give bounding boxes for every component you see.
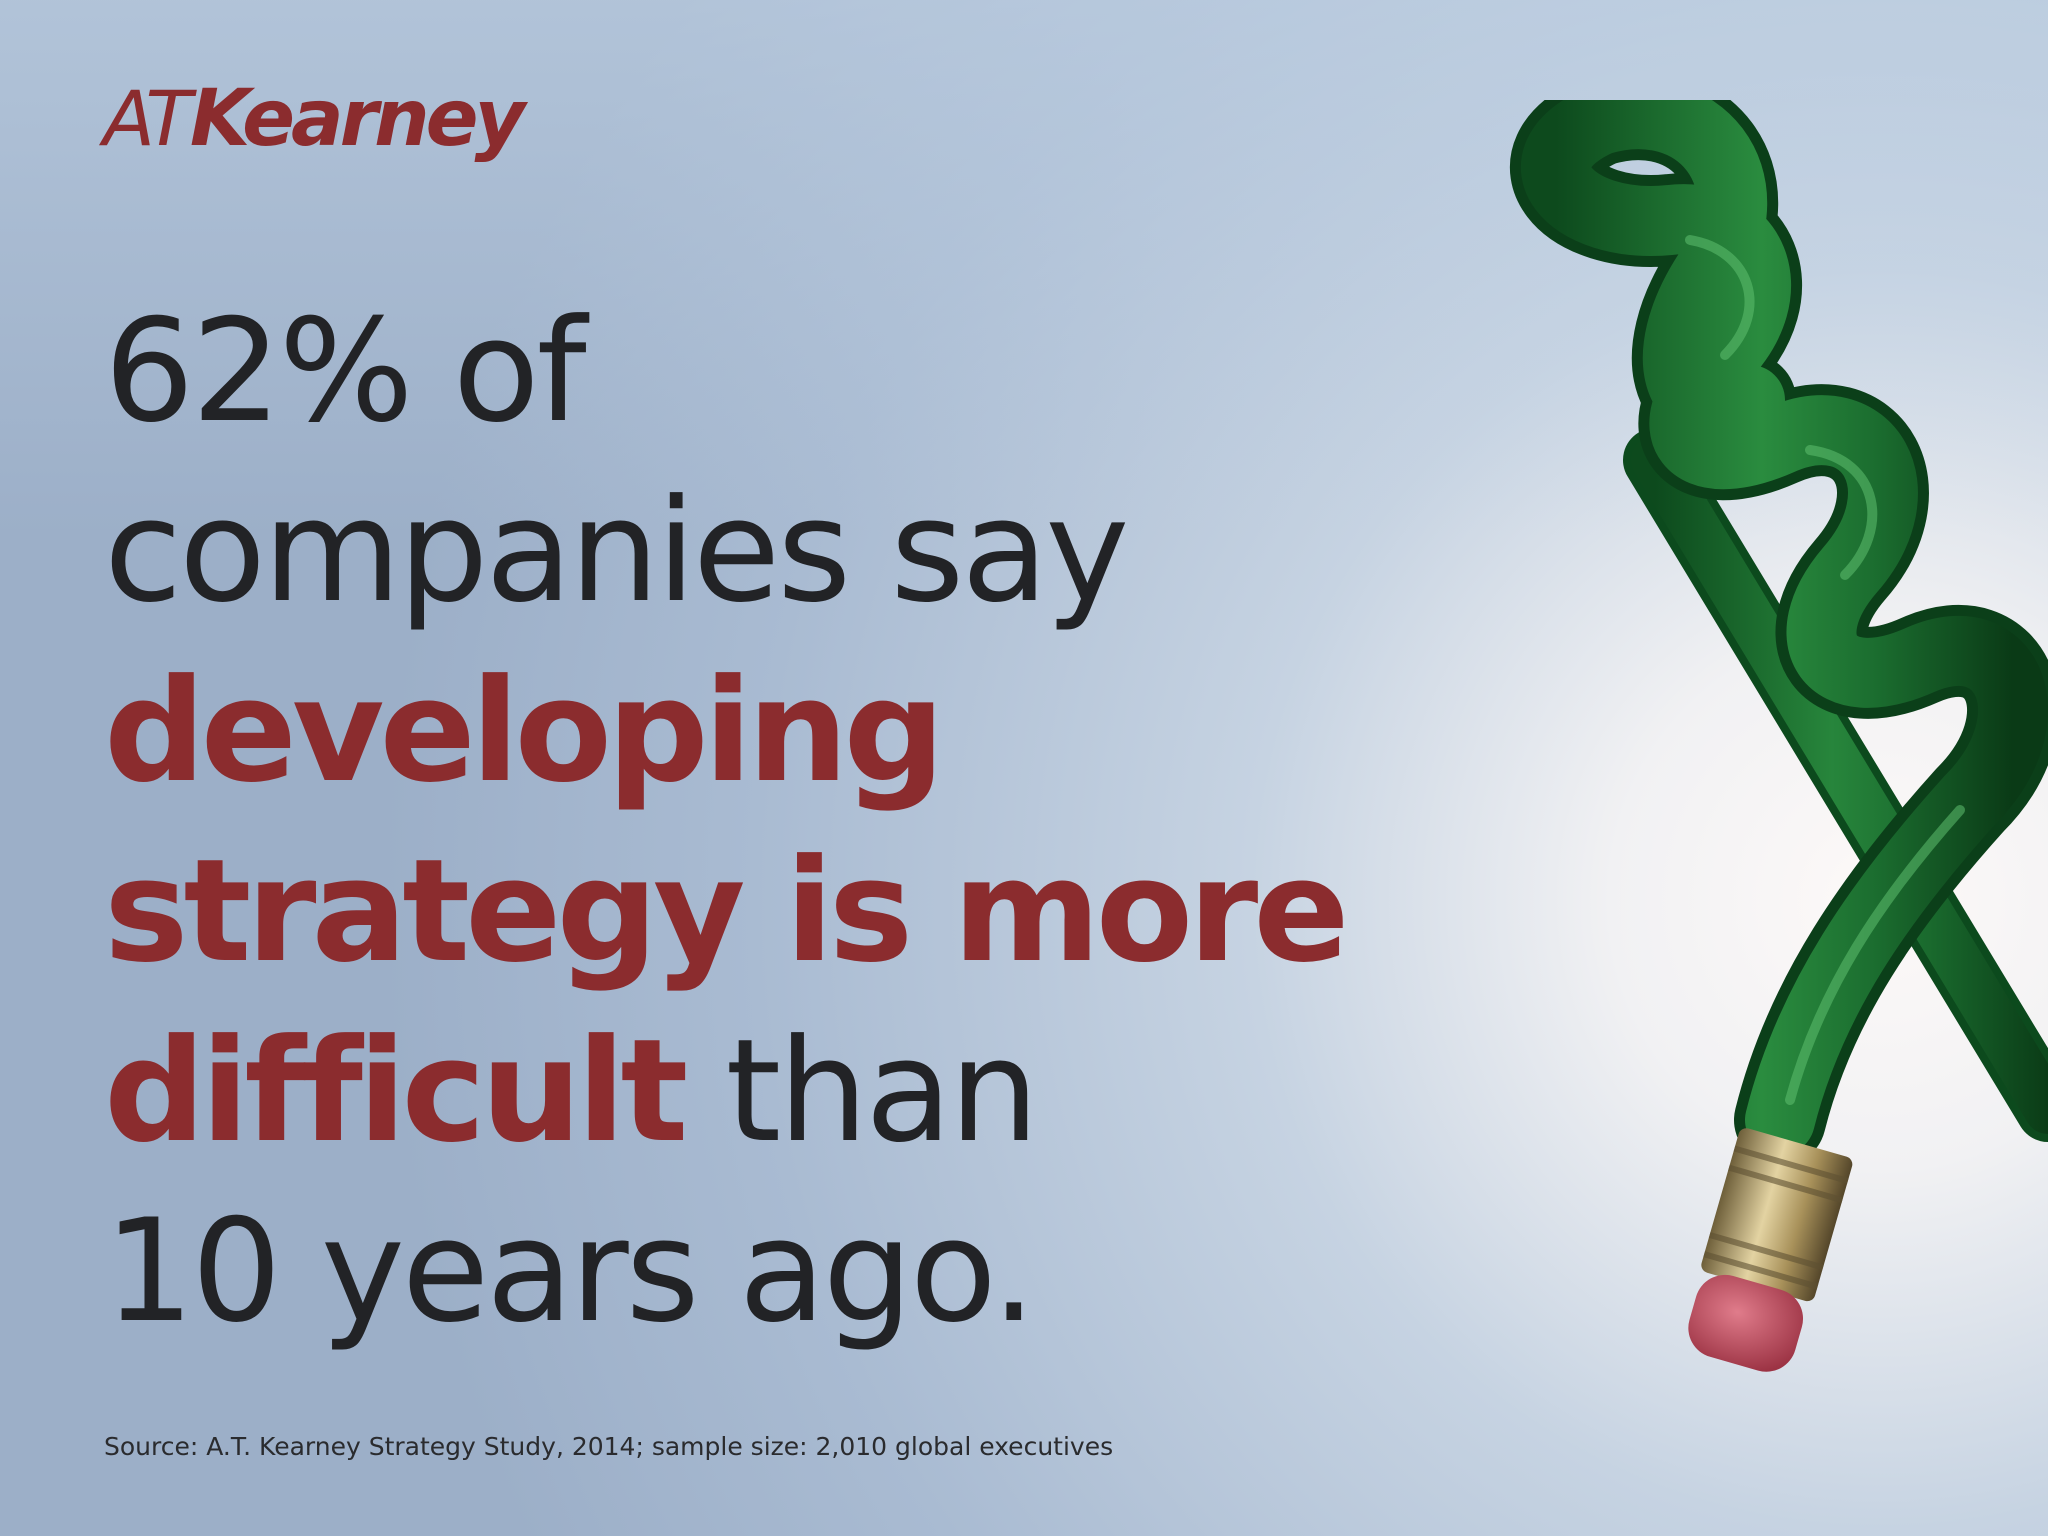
headline-line-6: 10 years ago.	[104, 1189, 1036, 1354]
brand-logo: AT Kearney	[103, 64, 525, 174]
knotted-pencil-icon	[1510, 100, 2048, 1372]
headline-line-5-rest: than	[683, 1009, 1040, 1174]
headline-line-5: difficult than	[104, 1002, 1524, 1182]
headline-line-1: 62% of	[104, 289, 587, 454]
headline-emphasis-word: difficult	[104, 1009, 688, 1174]
headline-line-4: strategy is more	[104, 829, 1350, 994]
logo-name: Kearney	[189, 74, 525, 164]
headline-statement: 62% of companies say developing strategy…	[104, 282, 1524, 1362]
source-footnote: Source: A.T. Kearney Strategy Study, 201…	[104, 1432, 1114, 1461]
logo-prefix: AT	[103, 74, 192, 163]
headline-line-2: companies say	[104, 469, 1129, 634]
headline-line-3: developing	[104, 649, 945, 814]
